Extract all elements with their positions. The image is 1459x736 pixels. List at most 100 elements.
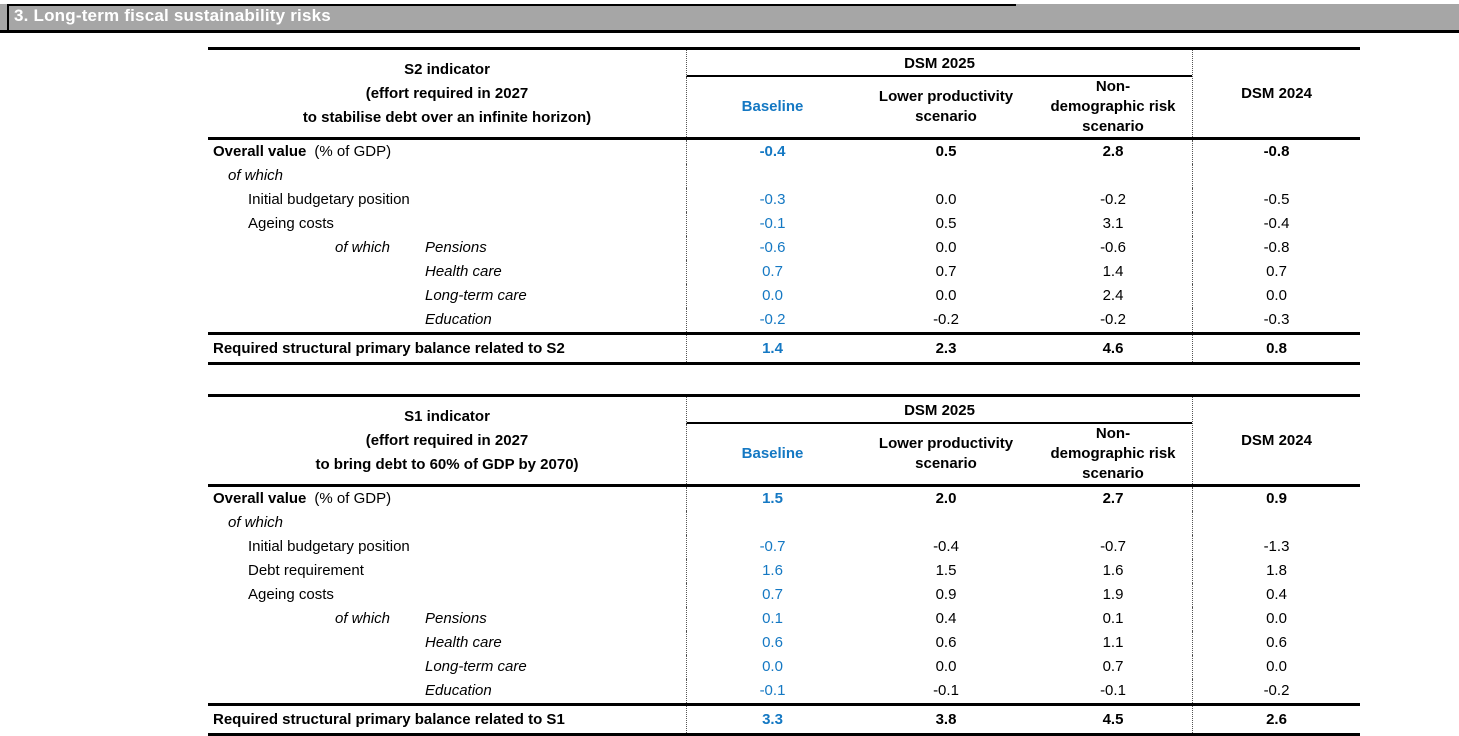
row-label: of which Pensions	[208, 607, 686, 631]
value-dsm-2024: -0.8	[1192, 140, 1360, 164]
dsm-2024-column-header: DSM 2024	[1192, 397, 1360, 484]
value-baseline: -0.2	[686, 308, 858, 332]
row-label: Debt requirement	[248, 562, 364, 579]
value-dsm-2024: -0.4	[1192, 212, 1360, 236]
s1-indicator-table: S1 indicator (effort required in 2027 to…	[208, 394, 1360, 736]
header-rule	[208, 484, 1360, 487]
s2-indicator-title: S2 indicator	[404, 60, 490, 78]
value-baseline: -0.1	[686, 212, 858, 236]
value-non-demographic	[1034, 164, 1192, 188]
value-non-demographic: 0.1	[1102, 610, 1124, 627]
value-lower-productivity: 0.0	[935, 287, 957, 304]
value-lower-productivity: 0.0	[935, 239, 957, 256]
footer-value-baseline: 3.3	[686, 706, 858, 733]
value-baseline: 1.6	[686, 559, 858, 583]
row-label: of which	[228, 167, 284, 184]
value-dsm-2024: -0.2	[1192, 679, 1360, 703]
value-baseline: 1.5	[686, 487, 858, 511]
row-label: Initial budgetary position	[248, 538, 410, 555]
s1-indicator-header: S1 indicator (effort required in 2027 to…	[208, 397, 686, 484]
value-dsm-2024: 0.7	[1192, 260, 1360, 284]
value-lower-productivity: -0.1	[933, 682, 959, 699]
value-non-demographic: 1.1	[1102, 634, 1124, 651]
s2-indicator-header: S2 indicator (effort required in 2027 to…	[208, 50, 686, 137]
footer-value-dsm-2024: 0.8	[1192, 335, 1360, 362]
value-non-demographic: -0.1	[1100, 682, 1126, 699]
baseline-column-header: Baseline	[686, 77, 858, 137]
value-lower-productivity: 0.9	[935, 586, 957, 603]
value-dsm-2024: 0.0	[1192, 655, 1360, 679]
value-dsm-2024	[1192, 511, 1360, 535]
value-lower-productivity: 0.5	[935, 143, 957, 160]
value-non-demographic: -0.2	[1100, 311, 1126, 328]
header-rule	[208, 137, 1360, 140]
s1-indicator-subtitle-2: to bring debt to 60% of GDP by 2070)	[315, 455, 579, 473]
row-label: Overall value (% of GDP)	[213, 143, 392, 160]
value-lower-productivity: 0.0	[935, 658, 957, 675]
value-dsm-2024: -0.8	[1192, 236, 1360, 260]
dsm-2024-column-header: DSM 2024	[1192, 50, 1360, 137]
value-dsm-2024	[1192, 164, 1360, 188]
value-non-demographic: 1.4	[1102, 263, 1124, 280]
value-baseline: 0.1	[686, 607, 858, 631]
footer-rule	[208, 332, 1360, 335]
row-label: of which Pensions	[208, 236, 686, 260]
value-lower-productivity: 1.5	[935, 562, 957, 579]
row-label: Health care	[425, 263, 502, 280]
footer-value-non-demographic: 4.5	[1102, 711, 1124, 728]
value-baseline: -0.4	[686, 140, 858, 164]
footer-value-non-demographic: 4.6	[1102, 340, 1124, 357]
of-which-prefix: of which	[335, 239, 391, 256]
s2-indicator-subtitle-2: to stabilise debt over an infinite horiz…	[302, 108, 592, 126]
value-lower-productivity: 0.4	[935, 610, 957, 627]
value-baseline: 0.7	[686, 583, 858, 607]
value-non-demographic: 2.8	[1102, 143, 1124, 160]
value-baseline: 0.7	[686, 260, 858, 284]
value-lower-productivity	[858, 164, 1034, 188]
value-baseline: -0.1	[686, 679, 858, 703]
footer-value-lower-productivity: 3.8	[935, 711, 957, 728]
value-dsm-2024: 0.0	[1192, 284, 1360, 308]
value-lower-productivity: 0.0	[935, 191, 957, 208]
value-non-demographic: 1.9	[1102, 586, 1124, 603]
value-dsm-2024: -0.5	[1192, 188, 1360, 212]
s2-indicator-subtitle-1: (effort required in 2027	[365, 84, 529, 102]
value-baseline: -0.6	[686, 236, 858, 260]
row-label: Education	[425, 682, 492, 699]
value-baseline	[686, 164, 858, 188]
row-label: Initial budgetary position	[248, 191, 410, 208]
value-non-demographic: 2.4	[1102, 287, 1124, 304]
value-non-demographic: -0.7	[1100, 538, 1126, 555]
footer-value-lower-productivity: 2.3	[935, 340, 957, 357]
row-label: Ageing costs	[248, 215, 334, 232]
value-baseline: -0.7	[686, 535, 858, 559]
value-baseline	[686, 511, 858, 535]
value-dsm-2024: 0.4	[1192, 583, 1360, 607]
s2-indicator-table: S2 indicator (effort required in 2027 to…	[208, 47, 1360, 365]
value-lower-productivity: 0.6	[935, 634, 957, 651]
s1-indicator-subtitle-1: (effort required in 2027	[365, 431, 529, 449]
value-baseline: 0.0	[686, 655, 858, 679]
footer-label: Required structural primary balance rela…	[213, 711, 565, 728]
row-label: Overall value (% of GDP)	[213, 490, 392, 507]
page-title: 3. Long-term fiscal sustainability risks	[14, 6, 331, 25]
value-dsm-2024: -0.3	[1192, 308, 1360, 332]
non-demographic-column-header: Non-demographic risk scenario	[1050, 425, 1176, 482]
s1-indicator-title: S1 indicator	[404, 407, 490, 425]
value-lower-productivity: -0.2	[933, 311, 959, 328]
value-dsm-2024: 0.6	[1192, 631, 1360, 655]
value-lower-productivity	[858, 511, 1034, 535]
value-lower-productivity: -0.4	[933, 538, 959, 555]
value-non-demographic: -0.2	[1100, 191, 1126, 208]
row-label: Long-term care	[425, 287, 527, 304]
value-baseline: 0.0	[686, 284, 858, 308]
value-dsm-2024: 1.8	[1192, 559, 1360, 583]
dsm-2025-group-header: DSM 2025	[686, 397, 1192, 424]
non-demographic-column-header: Non-demographic risk scenario	[1050, 78, 1176, 135]
footer-value-baseline: 1.4	[686, 335, 858, 362]
row-label: Long-term care	[425, 658, 527, 675]
row-label: Health care	[425, 634, 502, 651]
value-non-demographic	[1034, 511, 1192, 535]
value-non-demographic: -0.6	[1100, 239, 1126, 256]
value-dsm-2024: 0.0	[1192, 607, 1360, 631]
